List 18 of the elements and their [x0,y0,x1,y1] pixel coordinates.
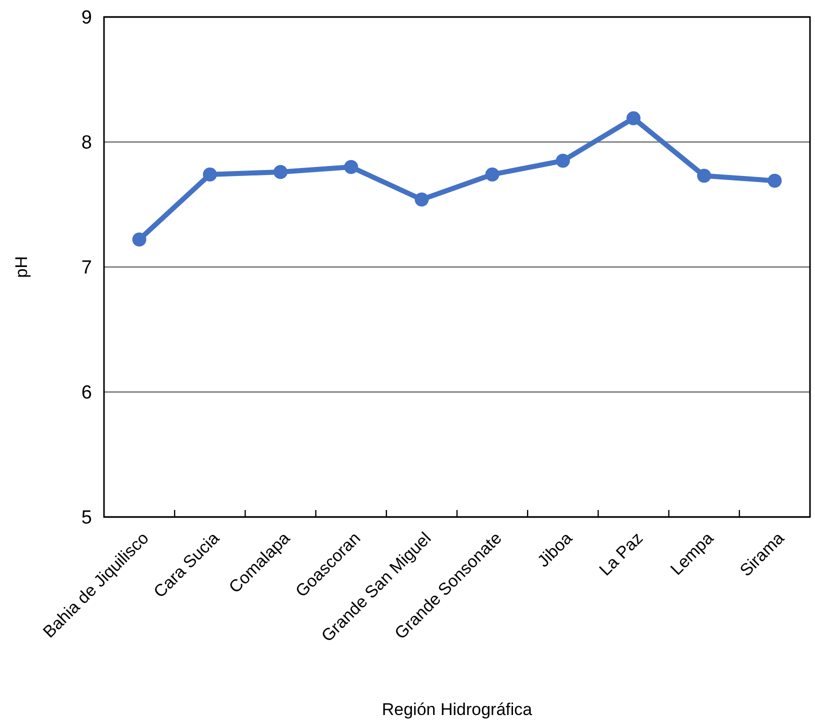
point [485,168,500,182]
point [626,111,640,126]
x-axis-title: Región Hidrográfica [382,700,533,719]
x-tick-label: La Paz [596,528,647,580]
point [768,174,782,188]
y-tick-label: 8 [81,132,92,154]
point [556,154,570,168]
point [344,160,358,174]
point [132,232,146,246]
point [697,168,712,183]
y-axis-title: pH [12,256,31,278]
point [414,192,429,206]
y-tick-label: 9 [81,8,92,29]
y-tick-label: 7 [81,258,92,279]
y-tick-label: 5 [81,508,92,529]
y-tick-label: 6 [81,382,92,404]
point [202,168,217,182]
point [274,165,288,179]
